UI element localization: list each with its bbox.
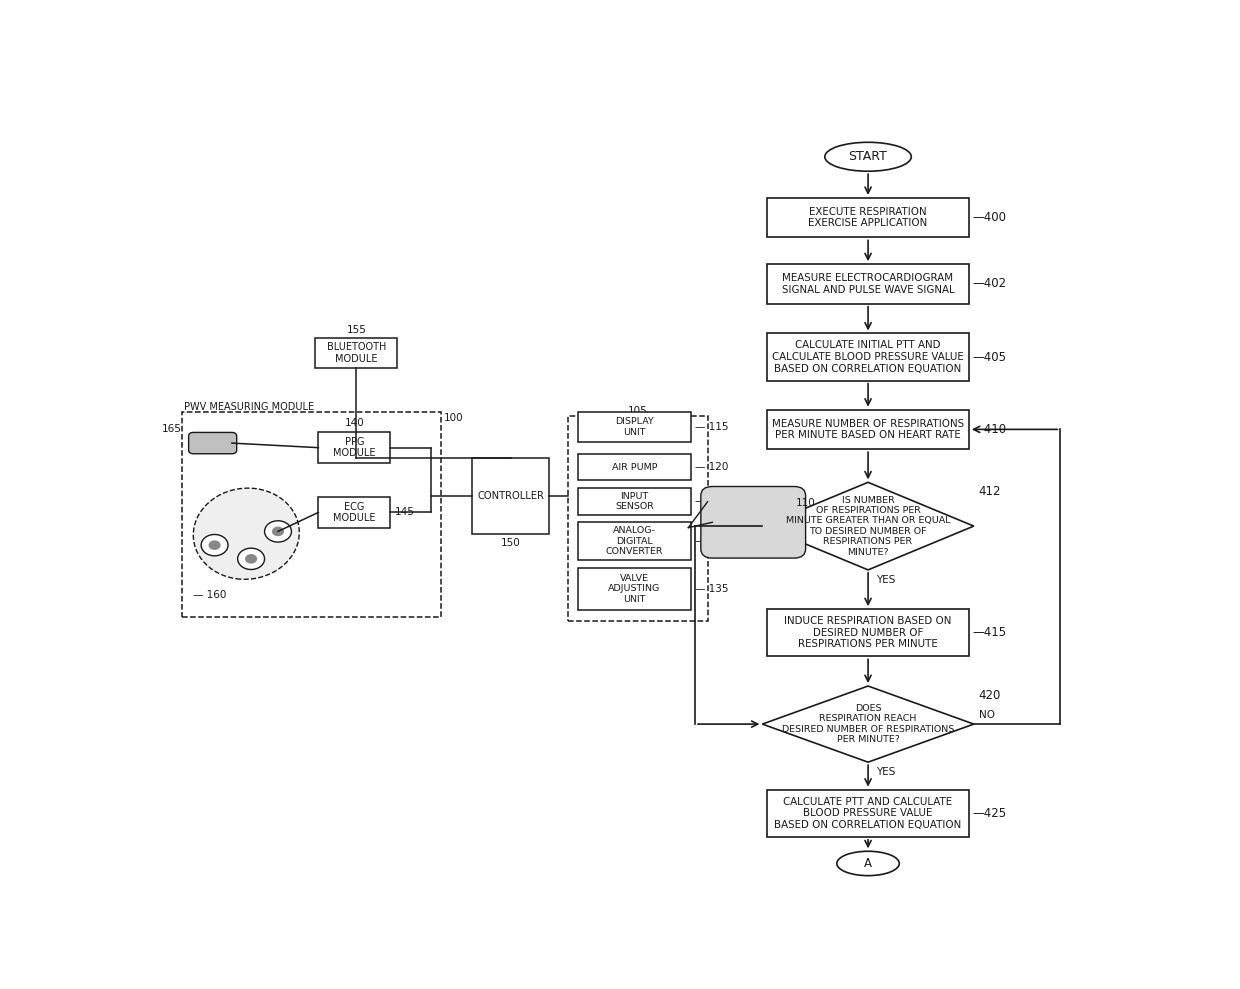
FancyBboxPatch shape <box>768 789 968 837</box>
Text: —425: —425 <box>973 807 1007 820</box>
Text: CALCULATE INITIAL PTT AND
CALCULATE BLOOD PRESSURE VALUE
BASED ON CORRELATION EQ: CALCULATE INITIAL PTT AND CALCULATE BLOO… <box>773 340 963 374</box>
Ellipse shape <box>825 142 911 171</box>
Text: YES: YES <box>875 767 895 777</box>
FancyBboxPatch shape <box>768 609 968 657</box>
FancyBboxPatch shape <box>768 409 968 449</box>
Text: 165: 165 <box>162 423 182 433</box>
FancyBboxPatch shape <box>768 198 968 237</box>
Text: 155: 155 <box>346 325 366 335</box>
Text: — 135: — 135 <box>696 584 729 594</box>
Circle shape <box>272 526 284 536</box>
Text: EXECUTE RESPIRATION
EXERCISE APPLICATION: EXECUTE RESPIRATION EXERCISE APPLICATION <box>808 207 928 228</box>
Text: A: A <box>864 856 872 870</box>
Text: CALCULATE PTT AND CALCULATE
BLOOD PRESSURE VALUE
BASED ON CORRELATION EQUATION: CALCULATE PTT AND CALCULATE BLOOD PRESSU… <box>775 796 962 830</box>
FancyBboxPatch shape <box>768 333 968 381</box>
Text: — 130: — 130 <box>696 536 728 546</box>
FancyBboxPatch shape <box>188 432 237 454</box>
Text: INPUT
SENSOR: INPUT SENSOR <box>615 492 653 511</box>
Text: YES: YES <box>875 575 895 584</box>
Text: BLUETOOTH
MODULE: BLUETOOTH MODULE <box>326 342 386 364</box>
Circle shape <box>246 554 257 564</box>
Text: ANALOG-
DIGITAL
CONVERTER: ANALOG- DIGITAL CONVERTER <box>606 526 663 556</box>
Circle shape <box>264 521 291 542</box>
Text: 100: 100 <box>444 413 464 423</box>
Text: MEASURE NUMBER OF RESPIRATIONS
PER MINUTE BASED ON HEART RATE: MEASURE NUMBER OF RESPIRATIONS PER MINUT… <box>773 418 965 440</box>
Text: —415: —415 <box>973 626 1007 639</box>
Text: AIR PUMP: AIR PUMP <box>611 463 657 472</box>
FancyBboxPatch shape <box>315 338 397 369</box>
FancyBboxPatch shape <box>578 522 691 561</box>
FancyBboxPatch shape <box>319 497 391 527</box>
Text: 145: 145 <box>396 507 415 517</box>
Text: PWV MEASURING MODULE: PWV MEASURING MODULE <box>184 403 314 412</box>
Text: START: START <box>848 150 888 163</box>
Text: MEASURE ELECTROCARDIOGRAM
SIGNAL AND PULSE WAVE SIGNAL: MEASURE ELECTROCARDIOGRAM SIGNAL AND PUL… <box>781 273 955 295</box>
Text: —410: —410 <box>973 423 1007 436</box>
Text: INDUCE RESPIRATION BASED ON
DESIRED NUMBER OF
RESPIRATIONS PER MINUTE: INDUCE RESPIRATION BASED ON DESIRED NUMB… <box>785 616 952 650</box>
Circle shape <box>238 548 264 570</box>
Text: VALVE
ADJUSTING
UNIT: VALVE ADJUSTING UNIT <box>609 574 661 604</box>
Text: NO: NO <box>699 512 715 522</box>
Text: NO: NO <box>978 710 994 720</box>
Text: IS NUMBER
OF RESPIRATIONS PER
MINUTE GREATER THAN OR EQUAL
TO DESIRED NUMBER OF
: IS NUMBER OF RESPIRATIONS PER MINUTE GRE… <box>786 495 950 557</box>
Circle shape <box>201 534 228 556</box>
Text: — 120: — 120 <box>696 462 728 472</box>
Text: — 125: — 125 <box>696 496 729 506</box>
Circle shape <box>208 540 221 550</box>
Text: 105: 105 <box>627 406 647 416</box>
Polygon shape <box>763 483 973 570</box>
Ellipse shape <box>193 489 299 580</box>
FancyBboxPatch shape <box>578 454 691 481</box>
FancyBboxPatch shape <box>578 488 691 514</box>
Text: PPG
MODULE: PPG MODULE <box>334 437 376 459</box>
Text: —405: —405 <box>973 350 1007 364</box>
Text: ECG
MODULE: ECG MODULE <box>334 501 376 523</box>
Text: DOES
RESPIRATION REACH
DESIRED NUMBER OF RESPIRATIONS
PER MINUTE?: DOES RESPIRATION REACH DESIRED NUMBER OF… <box>782 704 955 744</box>
Text: DISPLAY
UNIT: DISPLAY UNIT <box>615 417 653 437</box>
Ellipse shape <box>837 852 899 875</box>
Polygon shape <box>763 686 973 763</box>
FancyBboxPatch shape <box>768 264 968 304</box>
Text: —400: —400 <box>973 212 1007 225</box>
Text: CONTROLLER: CONTROLLER <box>477 491 544 500</box>
Text: —402: —402 <box>973 278 1007 291</box>
Text: — 115: — 115 <box>696 422 729 432</box>
FancyBboxPatch shape <box>472 458 549 534</box>
FancyBboxPatch shape <box>319 432 391 463</box>
FancyBboxPatch shape <box>701 487 806 558</box>
Text: 420: 420 <box>978 688 1001 701</box>
FancyBboxPatch shape <box>578 568 691 610</box>
Text: 140: 140 <box>345 418 365 428</box>
Text: — 160: — 160 <box>193 590 227 600</box>
Text: 110: 110 <box>796 498 816 508</box>
FancyBboxPatch shape <box>578 411 691 442</box>
Text: 412: 412 <box>978 485 1001 497</box>
Text: 150: 150 <box>501 538 521 548</box>
